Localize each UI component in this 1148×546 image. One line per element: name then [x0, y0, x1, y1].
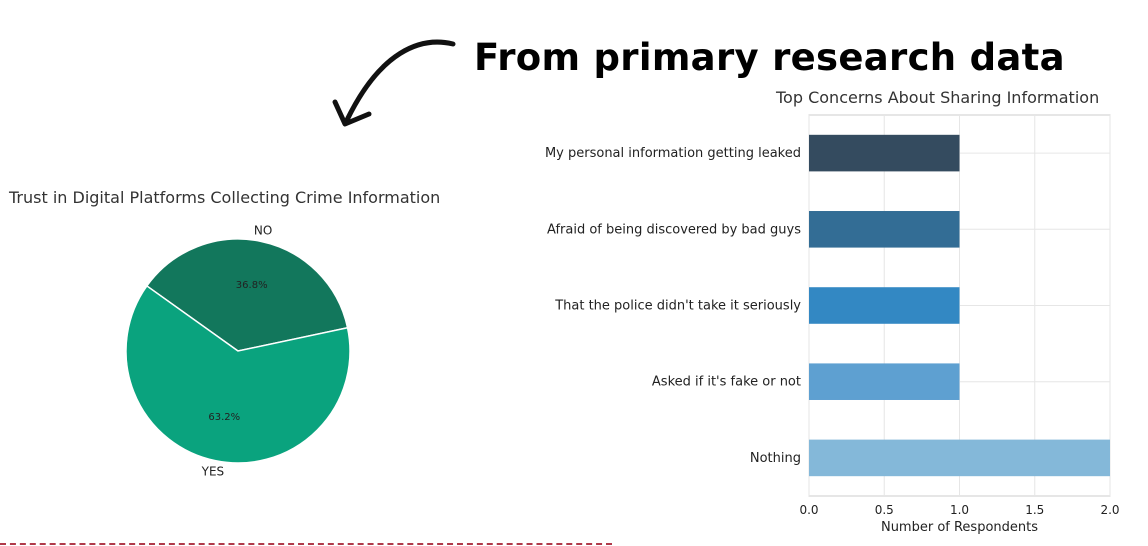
- bar: [809, 439, 1110, 477]
- bar: [809, 287, 960, 324]
- bar-chart: 0.0 0.5 1.0 1.5 2.0 My personal information g…: [545, 114, 1120, 535]
- category-label: That the police didn't take it seriously: [554, 299, 801, 314]
- pie-pct-label: 63.2%: [208, 412, 240, 423]
- bar: [809, 134, 960, 172]
- category-label: Afraid of being discovered by bad guys: [547, 222, 801, 237]
- category-label: Asked if it's fake or not: [652, 375, 801, 390]
- x-tick-label: 0.5: [875, 503, 894, 517]
- bar: [809, 363, 960, 400]
- headline: From primary research data: [474, 36, 1065, 79]
- pie-pct-label: 36.8%: [236, 280, 268, 291]
- pie-slice-yes: [125, 284, 351, 464]
- x-tick-label: 1.0: [950, 503, 969, 517]
- divider-line: [0, 543, 612, 545]
- x-tick-label: 0.0: [799, 503, 818, 517]
- pie-slice-no: [145, 238, 349, 352]
- pie-chart-title: Trust in Digital Platforms Collecting Cr…: [9, 188, 441, 207]
- pie-chart: 36.8% NO 63.2% YES: [125, 223, 351, 479]
- x-axis-label: Number of Respondents: [881, 520, 1038, 535]
- bar: [809, 211, 960, 248]
- x-tick-label: 2.0: [1100, 503, 1119, 517]
- pie-slice-label: YES: [201, 465, 225, 479]
- category-label: My personal information getting leaked: [545, 146, 801, 161]
- pie-slice-label: NO: [254, 223, 272, 237]
- x-tick-label: 1.5: [1025, 503, 1044, 517]
- category-label: Nothing: [750, 451, 801, 466]
- curved-arrow-icon: [332, 39, 456, 127]
- bar-chart-title: Top Concerns About Sharing Information: [776, 88, 1100, 107]
